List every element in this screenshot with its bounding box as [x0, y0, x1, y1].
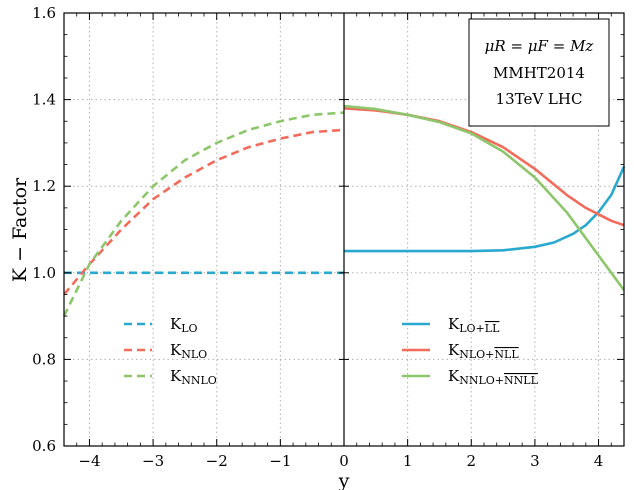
y-tick-label: 1.0 — [32, 264, 56, 282]
x-tick-label: −1 — [269, 452, 291, 470]
x-axis-label: y — [338, 470, 350, 490]
x-tick-label: −2 — [206, 452, 228, 470]
legend-label: KNNLO — [170, 367, 217, 387]
x-tick-label: 2 — [466, 452, 476, 470]
series-layer — [62, 104, 626, 317]
tick-layer: −4 −3 −2 −1 0 1 2 3 4 0.6 0.8 1.0 1.2 1.4 1.6 — [32, 4, 625, 470]
y-tick-label: 0.8 — [32, 350, 56, 368]
legend-label: KNNLO+NNLL — [448, 367, 539, 387]
x-tick-label: 4 — [594, 452, 604, 470]
legend-label: KLO — [170, 315, 198, 335]
info-pdf-line: MMHT2014 — [493, 64, 585, 82]
series-line-knlo — [63, 128, 345, 296]
x-tick-label: −3 — [142, 452, 164, 470]
series-line-knnlo — [62, 111, 345, 317]
y-tick-label: 0.6 — [32, 437, 56, 455]
y-tick-label: 1.2 — [32, 177, 56, 195]
info-box: μR = μF = Mz MMHT2014 13TeV LHC — [468, 18, 610, 127]
x-tick-label: 1 — [403, 452, 413, 470]
legend-label: KNLO+NLL — [448, 341, 519, 361]
legend-right: KLO+LL KNLO+NLL KNNLO+NNLL — [402, 315, 539, 387]
x-tick-label: 3 — [530, 452, 540, 470]
legend-left: KLO KNLO KNNLO — [124, 315, 217, 387]
series-line-knnlo-nnll — [343, 104, 626, 291]
x-tick-label: 0 — [339, 452, 349, 470]
y-tick-label: 1.6 — [32, 4, 56, 22]
y-axis-label: K − Factor — [9, 177, 31, 282]
info-collider-line: 13TeV LHC — [496, 90, 583, 108]
series-line-klo-ll — [344, 166, 626, 253]
x-tick-label: −4 — [78, 452, 100, 470]
info-scale-line: μR = μF = Mz — [485, 37, 594, 55]
y-tick-label: 1.4 — [32, 91, 56, 109]
legend-label: KNLO — [170, 341, 207, 361]
info-box-frame — [468, 18, 610, 127]
legend-label: KLO+LL — [448, 315, 500, 335]
